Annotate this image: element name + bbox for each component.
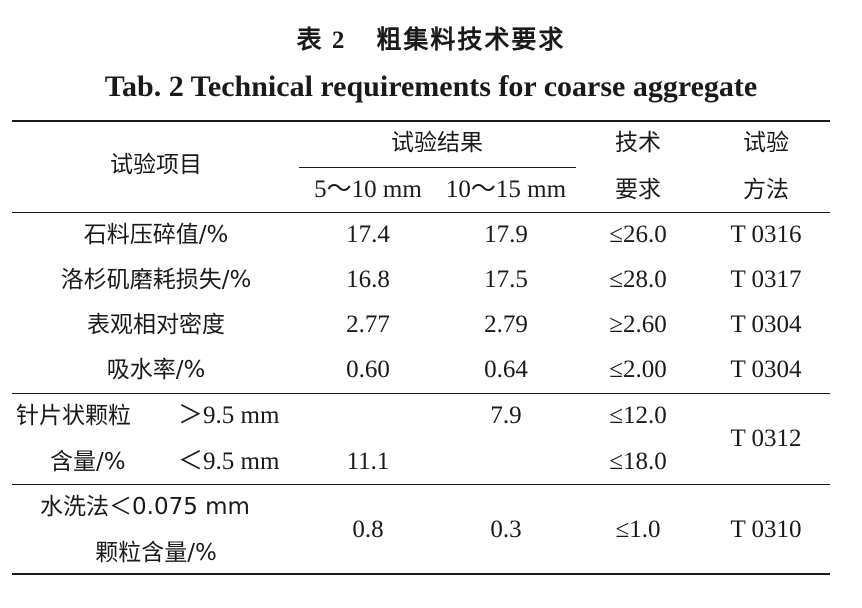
group-rule-1: [12, 393, 830, 394]
washing-requirement: ≤1.0: [615, 516, 661, 543]
row-method: T 0316: [730, 221, 802, 248]
row-method: T 0304: [730, 311, 802, 338]
row-value-10-15: 17.5: [484, 266, 528, 293]
row-value-5-10: 2.77: [346, 311, 390, 338]
header-size-10-15: 10～15 mm: [445, 176, 567, 203]
table-title-cn: 粗集料技术要求: [376, 25, 566, 54]
flaky-sub-gt: ＞9.5 mm: [178, 402, 280, 429]
row-item: 洛杉矶磨耗损失/%: [60, 267, 252, 293]
row-requirement: ≥2.60: [609, 311, 667, 338]
washing-method: T 0310: [730, 516, 802, 543]
results-underline: [299, 167, 576, 168]
header-item: 试验项目: [110, 152, 202, 178]
row-value-10-15: 0.64: [484, 356, 528, 383]
washing-value-5-10: 0.8: [352, 516, 384, 543]
flaky-value-10-15: 7.9: [490, 402, 522, 429]
washing-item-line2: 颗粒含量/%: [95, 540, 217, 566]
row-value-10-15: 17.9: [484, 221, 528, 248]
row-requirement: ≤28.0: [609, 266, 667, 293]
header-rule: [12, 212, 830, 213]
flaky-sub-lt: ＜9.5 mm: [178, 448, 280, 475]
table-caption-cn: 表 2 粗集料技术要求: [0, 20, 862, 56]
flaky-item-line2: 含量/%: [50, 449, 126, 475]
bottom-rule: [12, 573, 830, 575]
group-rule-2: [12, 484, 830, 485]
washing-value-10-15: 0.3: [490, 516, 522, 543]
flaky-item-line1: 针片状颗粒: [16, 403, 131, 429]
row-value-10-15: 2.79: [484, 311, 528, 338]
header-tech-line1: 技术: [615, 130, 661, 156]
table-number-cn: 表 2: [296, 27, 347, 54]
header-size-5-10: 5～10 mm: [314, 176, 422, 203]
row-item: 表观相对密度: [87, 312, 225, 338]
row-requirement: ≤26.0: [609, 221, 667, 248]
row-requirement: ≤2.00: [609, 356, 667, 383]
top-rule: [12, 120, 830, 122]
row-method: T 0304: [730, 356, 802, 383]
row-value-5-10: 17.4: [346, 221, 390, 248]
flaky-requirement-lt: ≤18.0: [609, 448, 667, 475]
flaky-method: T 0312: [730, 425, 802, 452]
washing-item-line1: 水洗法＜0.075 mm: [40, 494, 250, 520]
header-method-line2: 方法: [743, 177, 789, 203]
flaky-value-5-10: 11.1: [346, 448, 390, 475]
header-tech-line2: 要求: [615, 177, 661, 203]
row-item: 吸水率/%: [106, 357, 206, 383]
flaky-requirement-gt: ≤12.0: [609, 402, 667, 429]
header-method-line1: 试验: [743, 130, 789, 156]
row-value-5-10: 16.8: [346, 266, 390, 293]
table-caption-en: Tab. 2 Technical requirements for coarse…: [104, 70, 758, 103]
row-value-5-10: 0.60: [346, 356, 390, 383]
row-item: 石料压碎值/%: [83, 222, 229, 248]
row-method: T 0317: [730, 266, 802, 293]
header-results: 试验结果: [391, 130, 483, 156]
